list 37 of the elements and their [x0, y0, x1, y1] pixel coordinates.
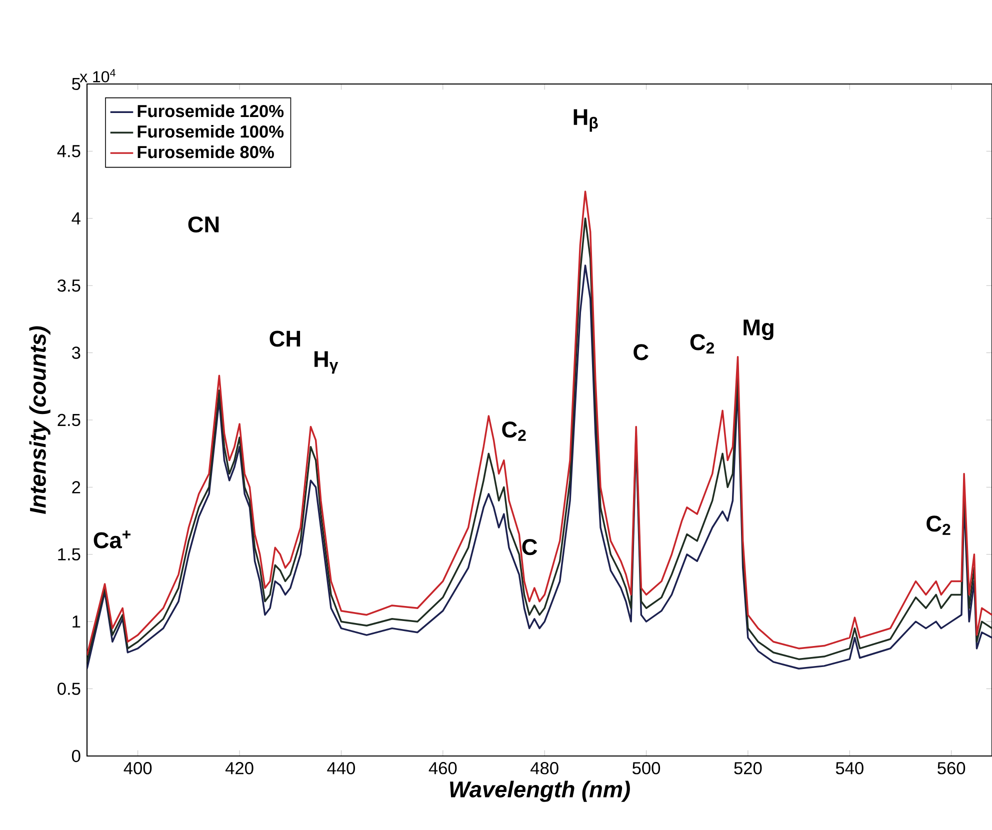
x-tick-label: 400 — [124, 762, 152, 774]
annotation: C — [634, 344, 648, 360]
legend-label: Furosemide 120% — [138, 104, 284, 118]
x-tick-label: 420 — [225, 762, 254, 774]
text: x 10$^{4}$ — [80, 69, 116, 82]
x-tick-label: 480 — [530, 762, 558, 774]
x-tick-label: 540 — [836, 762, 864, 774]
y-tick-label: 2.5 — [58, 414, 80, 426]
y-tick-label: 4.5 — [57, 145, 80, 158]
annotation: C$_{2}$ — [926, 516, 950, 535]
x-tick-label: 440 — [327, 762, 356, 774]
annotation: Mg — [744, 320, 774, 340]
y-tick-label: 3 — [72, 346, 80, 359]
annotation: CH — [270, 330, 300, 347]
x-axis-title: Wavelength (nm) — [450, 780, 630, 802]
y-tick-label: 4 — [72, 212, 80, 224]
y-tick-label: 5 — [72, 78, 80, 90]
x-tick-label: 460 — [428, 762, 457, 774]
y-tick-label: 1 — [72, 616, 80, 628]
legend-label: Furosemide 80% — [138, 145, 274, 158]
annotation: CN — [188, 216, 219, 233]
annotation: C$_{2}$ — [690, 334, 714, 354]
annotation: H$_{β}$ — [574, 109, 598, 132]
y-axis-title: Intensity (counts) — [29, 326, 50, 514]
x-tick-label: 560 — [938, 762, 966, 774]
annotation: Ca$^{+}$ — [94, 530, 130, 548]
y-tick-label: 0.5 — [58, 682, 80, 695]
legend-label: Furosemide 100% — [138, 124, 284, 138]
x-tick-label: 520 — [734, 762, 762, 774]
annotation: H$_{γ}$ — [314, 351, 338, 374]
annotation: C$_{2}$ — [502, 422, 526, 441]
annotation: C — [522, 539, 538, 556]
y-tick-label: 1.5 — [58, 548, 80, 560]
y-tick-label: 2 — [72, 481, 80, 494]
y-tick-label: 3.5 — [58, 279, 80, 292]
y-tick-label: 0 — [72, 750, 80, 762]
x-tick-label: 500 — [632, 762, 660, 774]
